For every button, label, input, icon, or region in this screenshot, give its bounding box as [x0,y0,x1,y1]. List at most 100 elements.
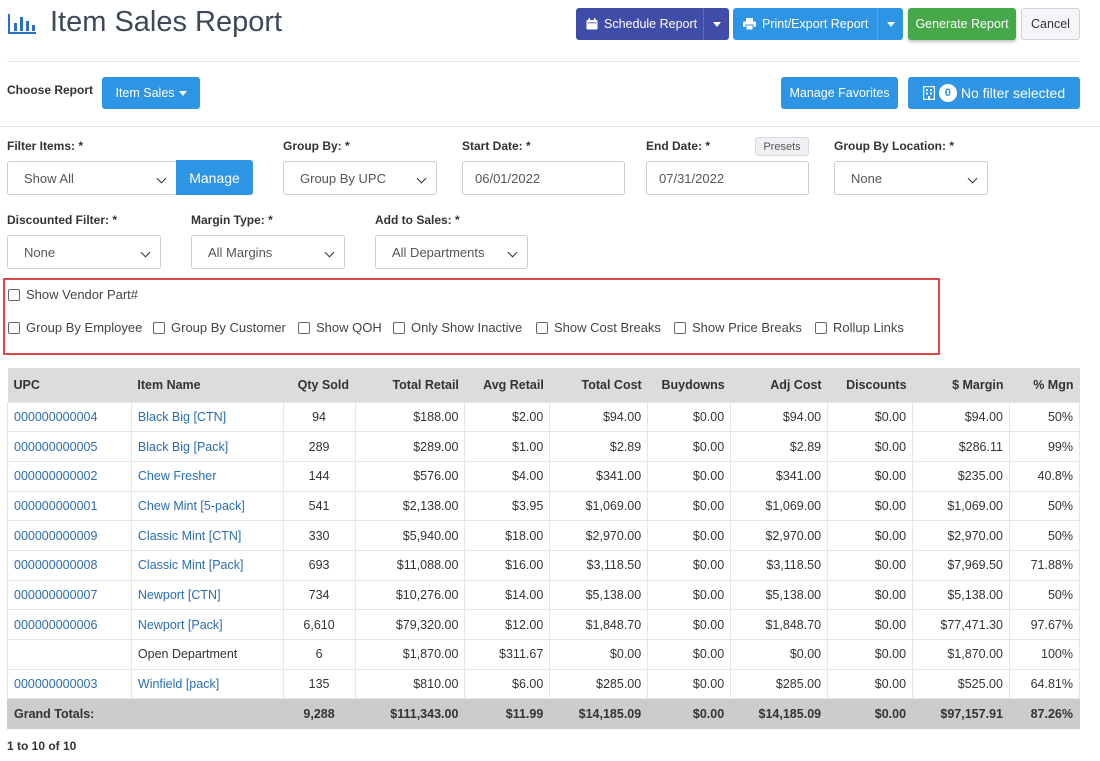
schedule-report-dropdown[interactable] [703,8,729,40]
item-name-link[interactable]: Classic Mint [CTN] [130,520,284,551]
upc-link[interactable]: 000000000005 [7,431,132,462]
item-name-link[interactable]: Newport [CTN] [130,579,284,611]
table-cell: $77,471.30 [912,609,1010,640]
report-type-dropdown[interactable]: Item Sales [102,77,200,109]
show-vendor-part-checkbox[interactable]: Show Vendor Part# [8,287,138,302]
column-header-total-retail[interactable]: Total Retail [355,368,465,402]
table-row: 000000000003 Winfield [pack] 135 $810.00 $6.… [7,668,1081,700]
table-cell: $5,138.00 [730,579,829,611]
table-cell: 97.67% [1008,609,1081,640]
item-name-link[interactable]: Winfield [pack] [130,668,284,700]
checkbox-box[interactable] [8,321,20,334]
table-header-row: UPC Item Name Qty Sold Total Retail Avg … [7,368,1080,402]
presets-button[interactable]: Presets [755,137,809,156]
divider [0,126,1100,127]
checkbox-box[interactable] [536,321,548,334]
table-cell: $1,870.00 [912,639,1010,670]
item-name-link[interactable]: Black Big [CTN] [130,401,284,433]
item-name-link[interactable]: Chew Mint [5-pack] [130,490,284,522]
table-cell: $12.00 [464,609,551,640]
options-highlight-box [3,278,940,355]
table-cell: $94.00 [912,401,1010,433]
add-to-sales-select[interactable]: All Departments [375,235,528,269]
table-cell: $1,848.70 [730,609,829,640]
filter-selection-button[interactable]: 0 No filter selected [908,77,1080,109]
generate-report-button[interactable]: Generate Report [908,8,1016,40]
discounted-filter-select[interactable]: None [7,235,161,269]
group-by-employee-checkbox[interactable]: Group By Employee [8,320,142,335]
upc-link[interactable]: 000000000004 [7,401,132,433]
only-show-inactive-checkbox[interactable]: Only Show Inactive [393,320,522,335]
filter-items-value: Show All [24,170,74,186]
add-to-sales-label: Add to Sales: * [375,213,460,227]
upc-link[interactable]: 000000000009 [7,520,132,551]
start-date-input[interactable]: 06/01/2022 [462,161,625,195]
checkbox-box[interactable] [8,288,20,301]
group-by-select[interactable]: Group By UPC [283,161,437,195]
upc-link[interactable]: 000000000002 [7,460,132,492]
end-date-input[interactable]: 07/31/2022 [646,161,809,195]
column-header-total-cost[interactable]: Total Cost [549,368,648,402]
column-header-upc[interactable]: UPC [7,368,132,402]
upc-link[interactable]: 000000000003 [7,668,132,700]
sales-table: UPC Item Name Qty Sold Total Retail Avg … [7,368,1081,730]
checkbox-box[interactable] [298,321,310,334]
table-cell: $11,088.00 [354,549,466,581]
table-cell: $0.00 [647,579,732,611]
item-name-link[interactable]: Classic Mint [Pack] [130,549,284,581]
table-cell: $16.00 [464,549,551,581]
table-cell: $94.00 [549,401,649,433]
filter-items-select[interactable]: Show All [7,161,177,195]
checkbox-box[interactable] [815,321,827,334]
column-header-adj-cost[interactable]: Adj Cost [730,368,828,402]
item-name-link[interactable]: Chew Fresher [130,460,284,492]
checkbox-label: Show Vendor Part# [26,287,139,302]
table-cell: 135 [282,668,356,700]
show-cost-breaks-checkbox[interactable]: Show Cost Breaks [536,320,661,335]
table-cell: $1,870.00 [354,639,466,670]
upc-link[interactable]: 000000000007 [7,579,132,611]
rollup-links-checkbox[interactable]: Rollup Links [815,320,904,335]
column-header-pct-margin[interactable]: % Mgn [1009,368,1080,402]
print-export-dropdown[interactable] [877,8,903,40]
page-title: Item Sales Report [50,6,283,38]
schedule-report-label: Schedule Report [604,17,698,31]
manage-button[interactable]: Manage [176,160,253,195]
checkbox-label: Rollup Links [833,320,904,335]
manage-favorites-button[interactable]: Manage Favorites [781,77,898,109]
cancel-button[interactable]: Cancel [1021,8,1080,40]
column-header-item-name[interactable]: Item Name [131,368,284,402]
table-cell: $3.95 [464,490,551,522]
checkbox-box[interactable] [153,321,165,334]
group-by-customer-checkbox[interactable]: Group By Customer [153,320,286,335]
table-cell: 50% [1008,520,1081,551]
total-cell: 9,288 [282,698,356,730]
schedule-report-button[interactable]: Schedule Report [576,8,729,40]
group-location-select[interactable]: None [834,161,988,195]
item-name-link[interactable]: Newport [Pack] [130,609,284,640]
column-header-avg-retail[interactable]: Avg Retail [464,368,550,402]
upc-link[interactable]: 000000000006 [7,609,132,640]
checkbox-box[interactable] [393,321,405,334]
print-export-button[interactable]: Print/Export Report [733,8,903,40]
total-cell: $0.00 [647,698,732,730]
table-cell: 71.88% [1008,549,1081,581]
table-row: 000000000001 Chew Mint [5-pack] 541 $2,138.… [7,490,1081,522]
checkbox-box[interactable] [674,321,686,334]
table-cell: $1,069.00 [912,490,1010,522]
chevron-down-icon [324,247,335,258]
margin-type-select[interactable]: All Margins [191,235,345,269]
discounted-filter-value: None [24,244,56,260]
show-qoh-checkbox[interactable]: Show QOH [298,320,382,335]
upc-link[interactable]: 000000000008 [7,549,132,581]
column-header-discounts[interactable]: Discounts [827,368,913,402]
table-cell: $0.00 [827,549,914,581]
show-price-breaks-checkbox[interactable]: Show Price Breaks [674,320,802,335]
column-header-margin[interactable]: $ Margin [912,368,1010,402]
total-cell: $97,157.91 [912,698,1010,730]
table-cell: $3,118.50 [730,549,829,581]
column-header-qty-sold[interactable]: Qty Sold [283,368,356,402]
item-name-link[interactable]: Black Big [Pack] [130,431,284,462]
upc-link[interactable]: 000000000001 [7,490,132,522]
column-header-buydowns[interactable]: Buydowns [647,368,731,402]
